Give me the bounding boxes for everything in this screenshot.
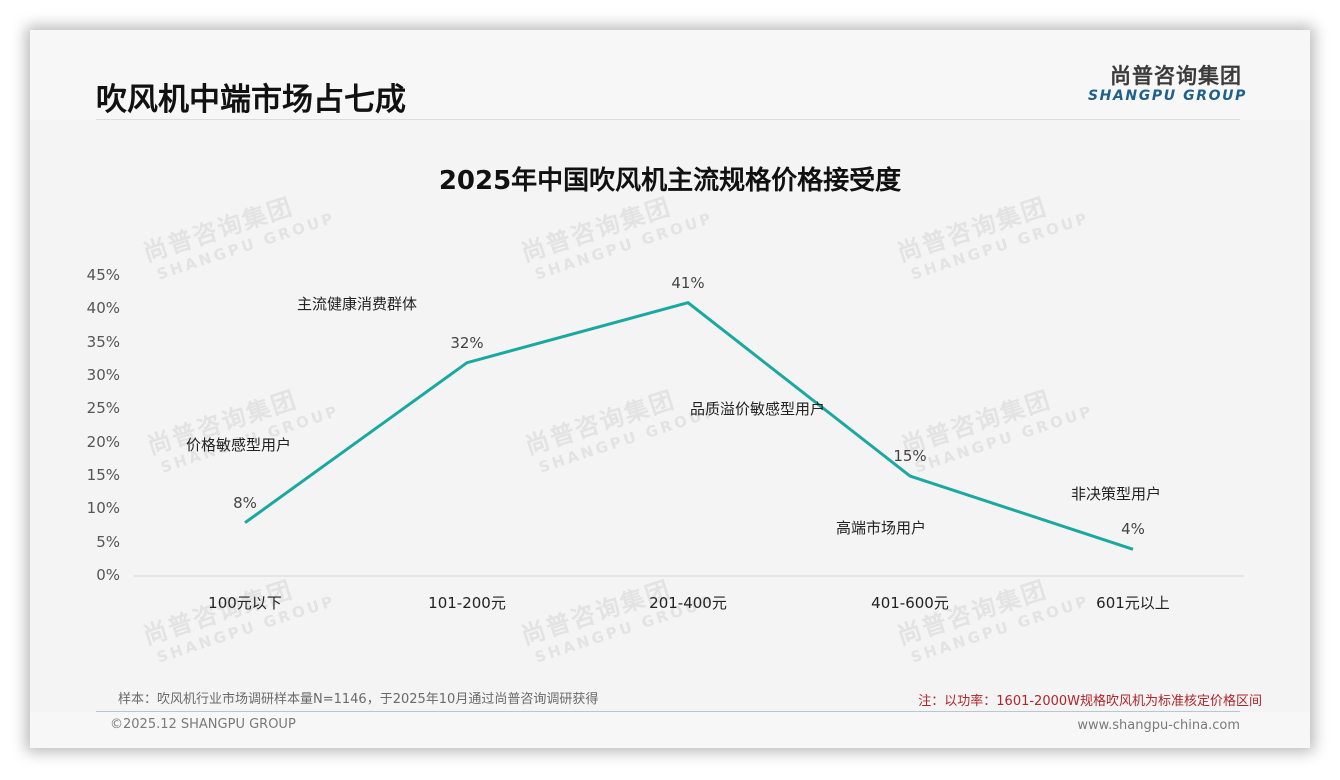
annotation-high-end: 高端市场用户 (836, 519, 927, 537)
y-tick-label: 5% (96, 532, 120, 551)
logo-cn: 尚普咨询集团 (1110, 64, 1242, 88)
logo: 尚普咨询集团 SHANGPU GROUP (1088, 64, 1247, 104)
series-line (244, 301, 1134, 551)
annotation-quality-premium: 品质溢价敏感型用户 (690, 400, 826, 418)
x-tick-label: 101-200元 (428, 594, 506, 612)
footer-divider (96, 711, 1240, 712)
sample-note: 样本：吹风机行业市场调研样本量N=1146，于2025年10月通过尚普咨询调研获… (118, 692, 599, 707)
x-tick-label: 401-600元 (871, 594, 949, 612)
annotation-non-decision: 非决策型用户 (1071, 485, 1162, 503)
data-label: 4% (1121, 520, 1145, 539)
website-link[interactable]: www.shangpu-china.com (1077, 718, 1240, 733)
page-title: 吹风机中端市场占七成 (96, 82, 406, 118)
x-tick-label: 201-400元 (649, 594, 727, 612)
y-tick-label: 0% (96, 566, 120, 584)
chart-title: 2025年中国吹风机主流规格价格接受度 (438, 166, 902, 196)
y-tick-label: 45% (86, 266, 120, 284)
footer-band (30, 712, 1310, 748)
data-label: 8% (233, 493, 257, 512)
x-tick-label: 100元以下 (208, 594, 282, 612)
line-chart (134, 301, 1244, 577)
annotation-mainstream: 主流健康消费群体 (297, 295, 418, 313)
y-tick-label: 10% (86, 499, 120, 518)
y-tick-label: 30% (86, 366, 120, 384)
data-label: 32% (450, 333, 484, 352)
copyright: ©2025.12 SHANGPU GROUP (110, 717, 296, 732)
power-note: 注：以功率：1601-2000W规格吹风机为标准核定价格区间 (918, 694, 1262, 709)
y-tick-label: 25% (86, 399, 120, 418)
y-tick-label: 40% (86, 299, 120, 318)
y-tick-label: 15% (86, 466, 120, 484)
logo-en: SHANGPU GROUP (1088, 88, 1247, 104)
data-label: 41% (671, 273, 705, 292)
y-tick-label: 35% (86, 332, 120, 351)
header-divider (96, 119, 1240, 120)
x-tick-label: 601元以上 (1096, 594, 1170, 612)
slide: 吹风机中端市场占七成 尚普咨询集团 SHANGPU GROUP 尚普咨询集团 SH… (30, 30, 1310, 748)
annotation-price-sensitive: 价格敏感型用户 (186, 436, 292, 454)
header-band (30, 30, 1310, 120)
data-label: 15% (893, 447, 927, 465)
y-tick-label: 20% (86, 432, 120, 451)
